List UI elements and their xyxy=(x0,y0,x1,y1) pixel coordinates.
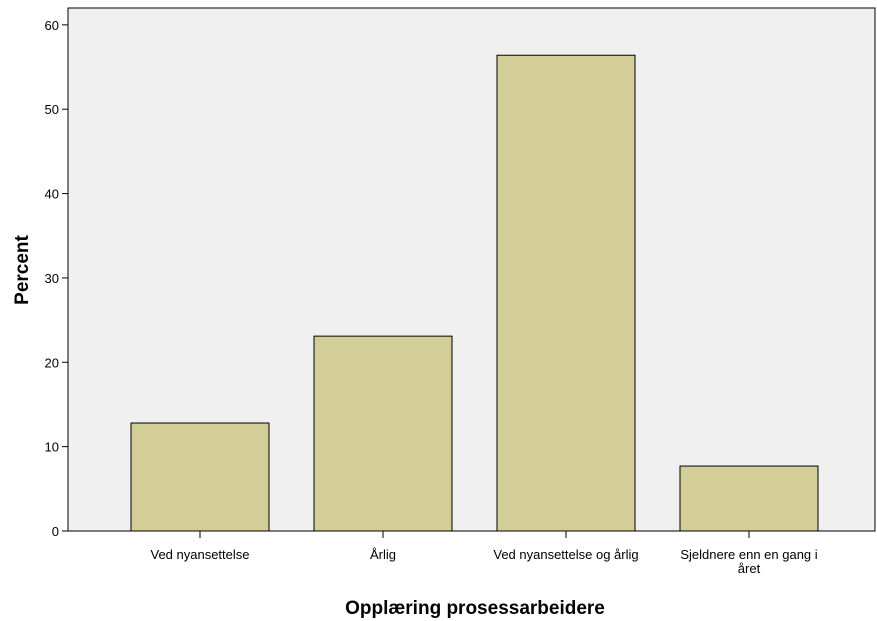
y-tick-label: 20 xyxy=(45,355,59,370)
x-tick-label: Sjeldnere enn en gang i året xyxy=(680,547,817,576)
x-tick-label: Ved nyansettelse og årlig xyxy=(493,547,638,562)
y-tick-label: 10 xyxy=(45,440,59,455)
bar-3 xyxy=(496,54,636,532)
y-axis: 0 10 20 30 40 50 60 xyxy=(45,18,68,539)
bar-1 xyxy=(130,422,270,532)
x-tick-label: Ved nyansettelse xyxy=(150,547,249,562)
y-tick-label: 0 xyxy=(52,524,59,539)
x-tick-label: Årlig xyxy=(370,547,396,562)
bar-2 xyxy=(313,335,453,532)
y-tick-label: 60 xyxy=(45,18,59,33)
y-tick-label: 50 xyxy=(45,102,59,117)
y-tick-label: 40 xyxy=(45,187,59,202)
bars-group xyxy=(130,54,819,532)
bar-4 xyxy=(679,465,819,532)
x-axis-title: Opplæring prosessarbeidere xyxy=(345,598,605,619)
y-axis-title: Percent xyxy=(12,234,33,304)
x-axis: Ved nyansettelse Årlig Ved nyansettelse og… xyxy=(150,531,818,576)
y-tick-label: 30 xyxy=(45,271,59,286)
